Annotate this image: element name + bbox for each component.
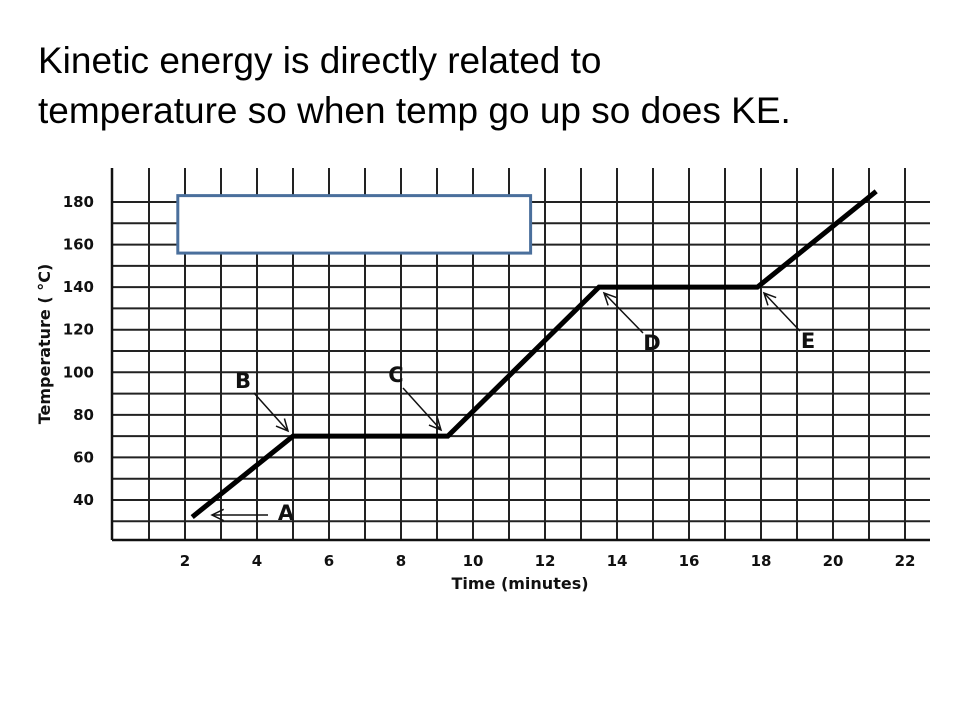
y-tick-label: 100 xyxy=(63,363,94,381)
annotation-arrow-c xyxy=(402,387,442,431)
annotation-label-b: B xyxy=(235,369,251,393)
annotation-label-a: A xyxy=(278,501,295,525)
heating-curve-line xyxy=(190,189,878,519)
x-tick-label: 14 xyxy=(607,552,628,570)
x-tick-label: 18 xyxy=(751,552,772,570)
y-tick-label: 80 xyxy=(73,406,94,424)
x-tick-label: 12 xyxy=(535,552,556,570)
annotation-arrowhead-d xyxy=(602,291,617,306)
y-tick-label: 40 xyxy=(73,491,94,509)
annotation-label-c: C xyxy=(388,363,403,387)
annotation-arrowhead-b xyxy=(275,418,290,433)
annotation-label-d: D xyxy=(643,331,660,355)
chart-tick-labels: 2 4 6 8 10 12 14 16 18 20 22 40 60 80 100 120 140 160 180 xyxy=(63,193,916,570)
y-tick-label: 60 xyxy=(73,448,94,466)
x-tick-label: 8 xyxy=(396,552,406,570)
x-tick-label: 6 xyxy=(324,552,334,570)
x-tick-label: 10 xyxy=(463,552,484,570)
chart-series xyxy=(176,189,878,519)
y-tick-label: 120 xyxy=(63,321,94,339)
headline-line-2: temperature so when temp go up so does K… xyxy=(38,90,791,131)
x-tick-label: 2 xyxy=(180,552,190,570)
annotation-arrow-b xyxy=(253,392,289,432)
y-tick-label: 180 xyxy=(63,193,94,211)
annotation-arrow-e xyxy=(763,292,801,332)
x-tick-label: 16 xyxy=(679,552,700,570)
y-tick-label: 160 xyxy=(63,236,94,254)
chart-annotations: A B C D E xyxy=(210,291,815,525)
x-tick-label: 22 xyxy=(895,552,916,570)
chart-axes xyxy=(110,168,930,542)
x-axis-label: Time (minutes) xyxy=(451,574,588,593)
slide-headline: Kinetic energy is directly related to te… xyxy=(38,36,938,136)
annotation-arrowhead-a xyxy=(210,508,225,522)
annotation-arrowhead-e xyxy=(762,291,777,306)
annotation-arrow-d xyxy=(603,292,644,334)
x-tick-label: 20 xyxy=(823,552,844,570)
y-axis-label: Temperature ( °C) xyxy=(35,264,54,425)
x-tick-label: 4 xyxy=(252,552,262,570)
annotation-label-e: E xyxy=(801,329,815,353)
y-tick-label: 140 xyxy=(63,278,94,296)
overlay-box xyxy=(176,194,533,255)
headline-line-1: Kinetic energy is directly related to xyxy=(38,40,602,81)
annotation-arrowhead-c xyxy=(428,417,443,432)
